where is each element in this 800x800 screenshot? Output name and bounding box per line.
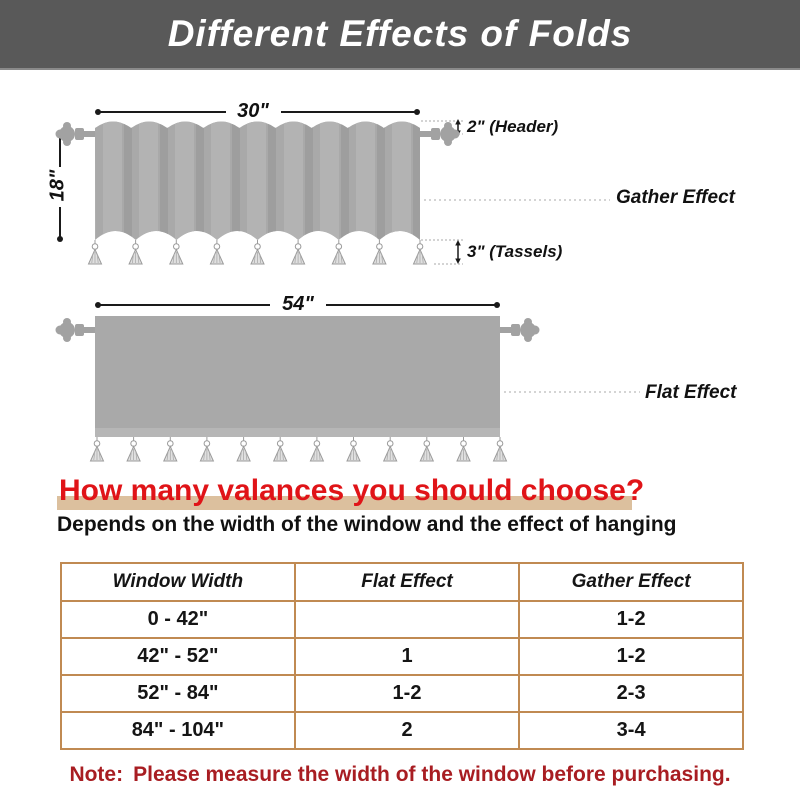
banner-title: Different Effects of Folds: [167, 13, 633, 54]
flat-width-label: 54": [282, 293, 314, 315]
table-row: 0 - 42" 1-2: [60, 600, 744, 639]
section-heading: How many valances you should choose?: [59, 474, 645, 507]
flat-width-arrow: [95, 302, 500, 308]
cell-window-width: 84" - 104": [60, 711, 296, 750]
table-header-row: Window Width Flat Effect Gather Effect: [60, 562, 744, 602]
cell-gather-effect: 1-2: [518, 600, 744, 639]
gather-height-label: 18": [46, 169, 69, 202]
col-header-flat-effect: Flat Effect: [293, 562, 521, 602]
heading-highlight: [57, 496, 632, 510]
cell-gather-effect: 3-4: [518, 711, 744, 750]
table-row: 84" - 104" 2 3-4: [60, 711, 744, 750]
fold-effects-figure: 30" 18" 2" (Header) Gather Effect 3" (Ta…: [46, 100, 737, 462]
cell-window-width: 52" - 84": [60, 674, 296, 713]
cell-flat-effect: 1: [293, 637, 521, 676]
gather-header-label: 2" (Header): [467, 117, 559, 136]
col-header-gather-effect: Gather Effect: [518, 562, 744, 602]
cell-flat-effect: 1-2: [293, 674, 521, 713]
valance-diagram-svg: [55, 109, 640, 462]
gather-width-label: 30": [237, 100, 269, 122]
cell-window-width: 0 - 42": [60, 600, 296, 639]
title-banner: Different Effects of Folds: [0, 0, 800, 70]
note-prefix: Note:: [69, 763, 124, 786]
cell-flat-effect: 2: [293, 711, 521, 750]
gather-tassels-label: 3" (Tassels): [467, 242, 563, 261]
flat-tassels: [90, 436, 507, 462]
cell-gather-effect: 2-3: [518, 674, 744, 713]
cell-flat-effect: [293, 600, 521, 639]
gather-valance-graphic: [95, 121, 421, 240]
gather-fold-stripes: [103, 121, 421, 240]
gather-tassels: [88, 239, 427, 265]
flat-effect-label: Flat Effect: [645, 382, 737, 403]
gather-width-arrow: [95, 109, 420, 115]
col-header-window-width: Window Width: [60, 562, 296, 602]
purchase-note: Note: Please measure the width of the win…: [0, 763, 800, 787]
cell-gather-effect: 1-2: [518, 637, 744, 676]
table-row: 42" - 52" 1 1-2: [60, 637, 744, 676]
table-row: 52" - 84" 1-2 2-3: [60, 674, 744, 713]
note-text: Please measure the width of the window b…: [133, 763, 731, 786]
cell-window-width: 42" - 52": [60, 637, 296, 676]
gather-effect-label: Gather Effect: [616, 187, 735, 208]
flat-valance-graphic: [95, 316, 500, 437]
section-subheading: Depends on the width of the window and t…: [57, 513, 677, 536]
valance-count-table: Window Width Flat Effect Gather Effect 0…: [60, 562, 744, 750]
tassel-measure-arrow: [455, 240, 461, 264]
